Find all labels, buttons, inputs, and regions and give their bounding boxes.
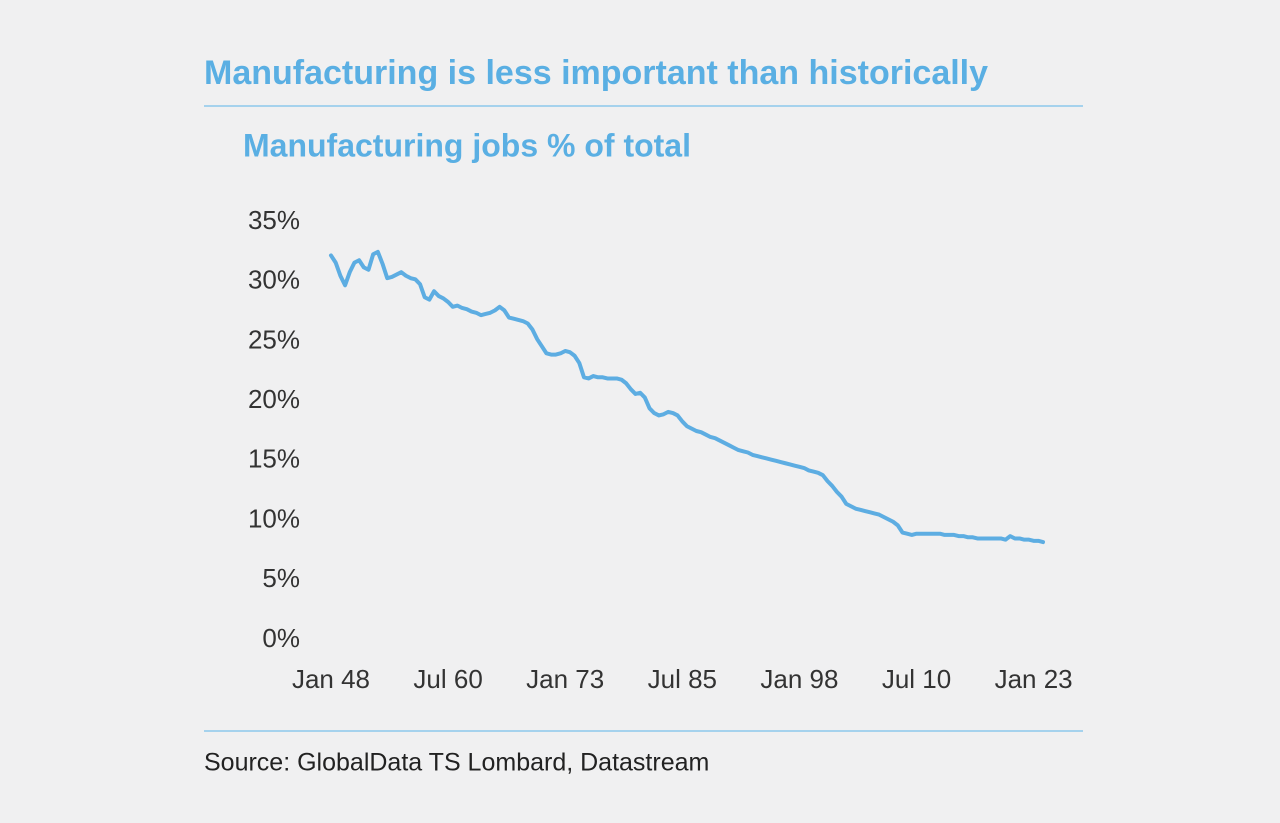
y-tick-label: 5% [262, 563, 300, 593]
y-tick-label: 20% [248, 384, 300, 414]
y-tick-label: 30% [248, 265, 300, 295]
data-line [329, 249, 1045, 545]
chart-subtitle: Manufacturing jobs % of total [243, 127, 691, 163]
x-tick-label: Jul 85 [648, 664, 717, 694]
y-tick-label: 35% [248, 205, 300, 235]
chart-title: Manufacturing is less important than his… [204, 54, 988, 92]
x-tick-label: Jul 10 [882, 664, 951, 694]
y-tick-label: 15% [248, 444, 300, 474]
x-tick-label: Jan 23 [995, 664, 1073, 694]
y-tick-label: 25% [248, 324, 300, 354]
y-tick-label: 0% [262, 623, 300, 653]
x-tick-label: Jul 60 [413, 664, 482, 694]
source: Source: GlobalData TS Lombard, Datastrea… [204, 749, 709, 777]
x-tick-label: Jan 73 [526, 664, 604, 694]
y-tick-label: 10% [248, 503, 300, 533]
x-tick-label: Jan 48 [292, 664, 370, 694]
x-tick-label: Jan 98 [760, 664, 838, 694]
